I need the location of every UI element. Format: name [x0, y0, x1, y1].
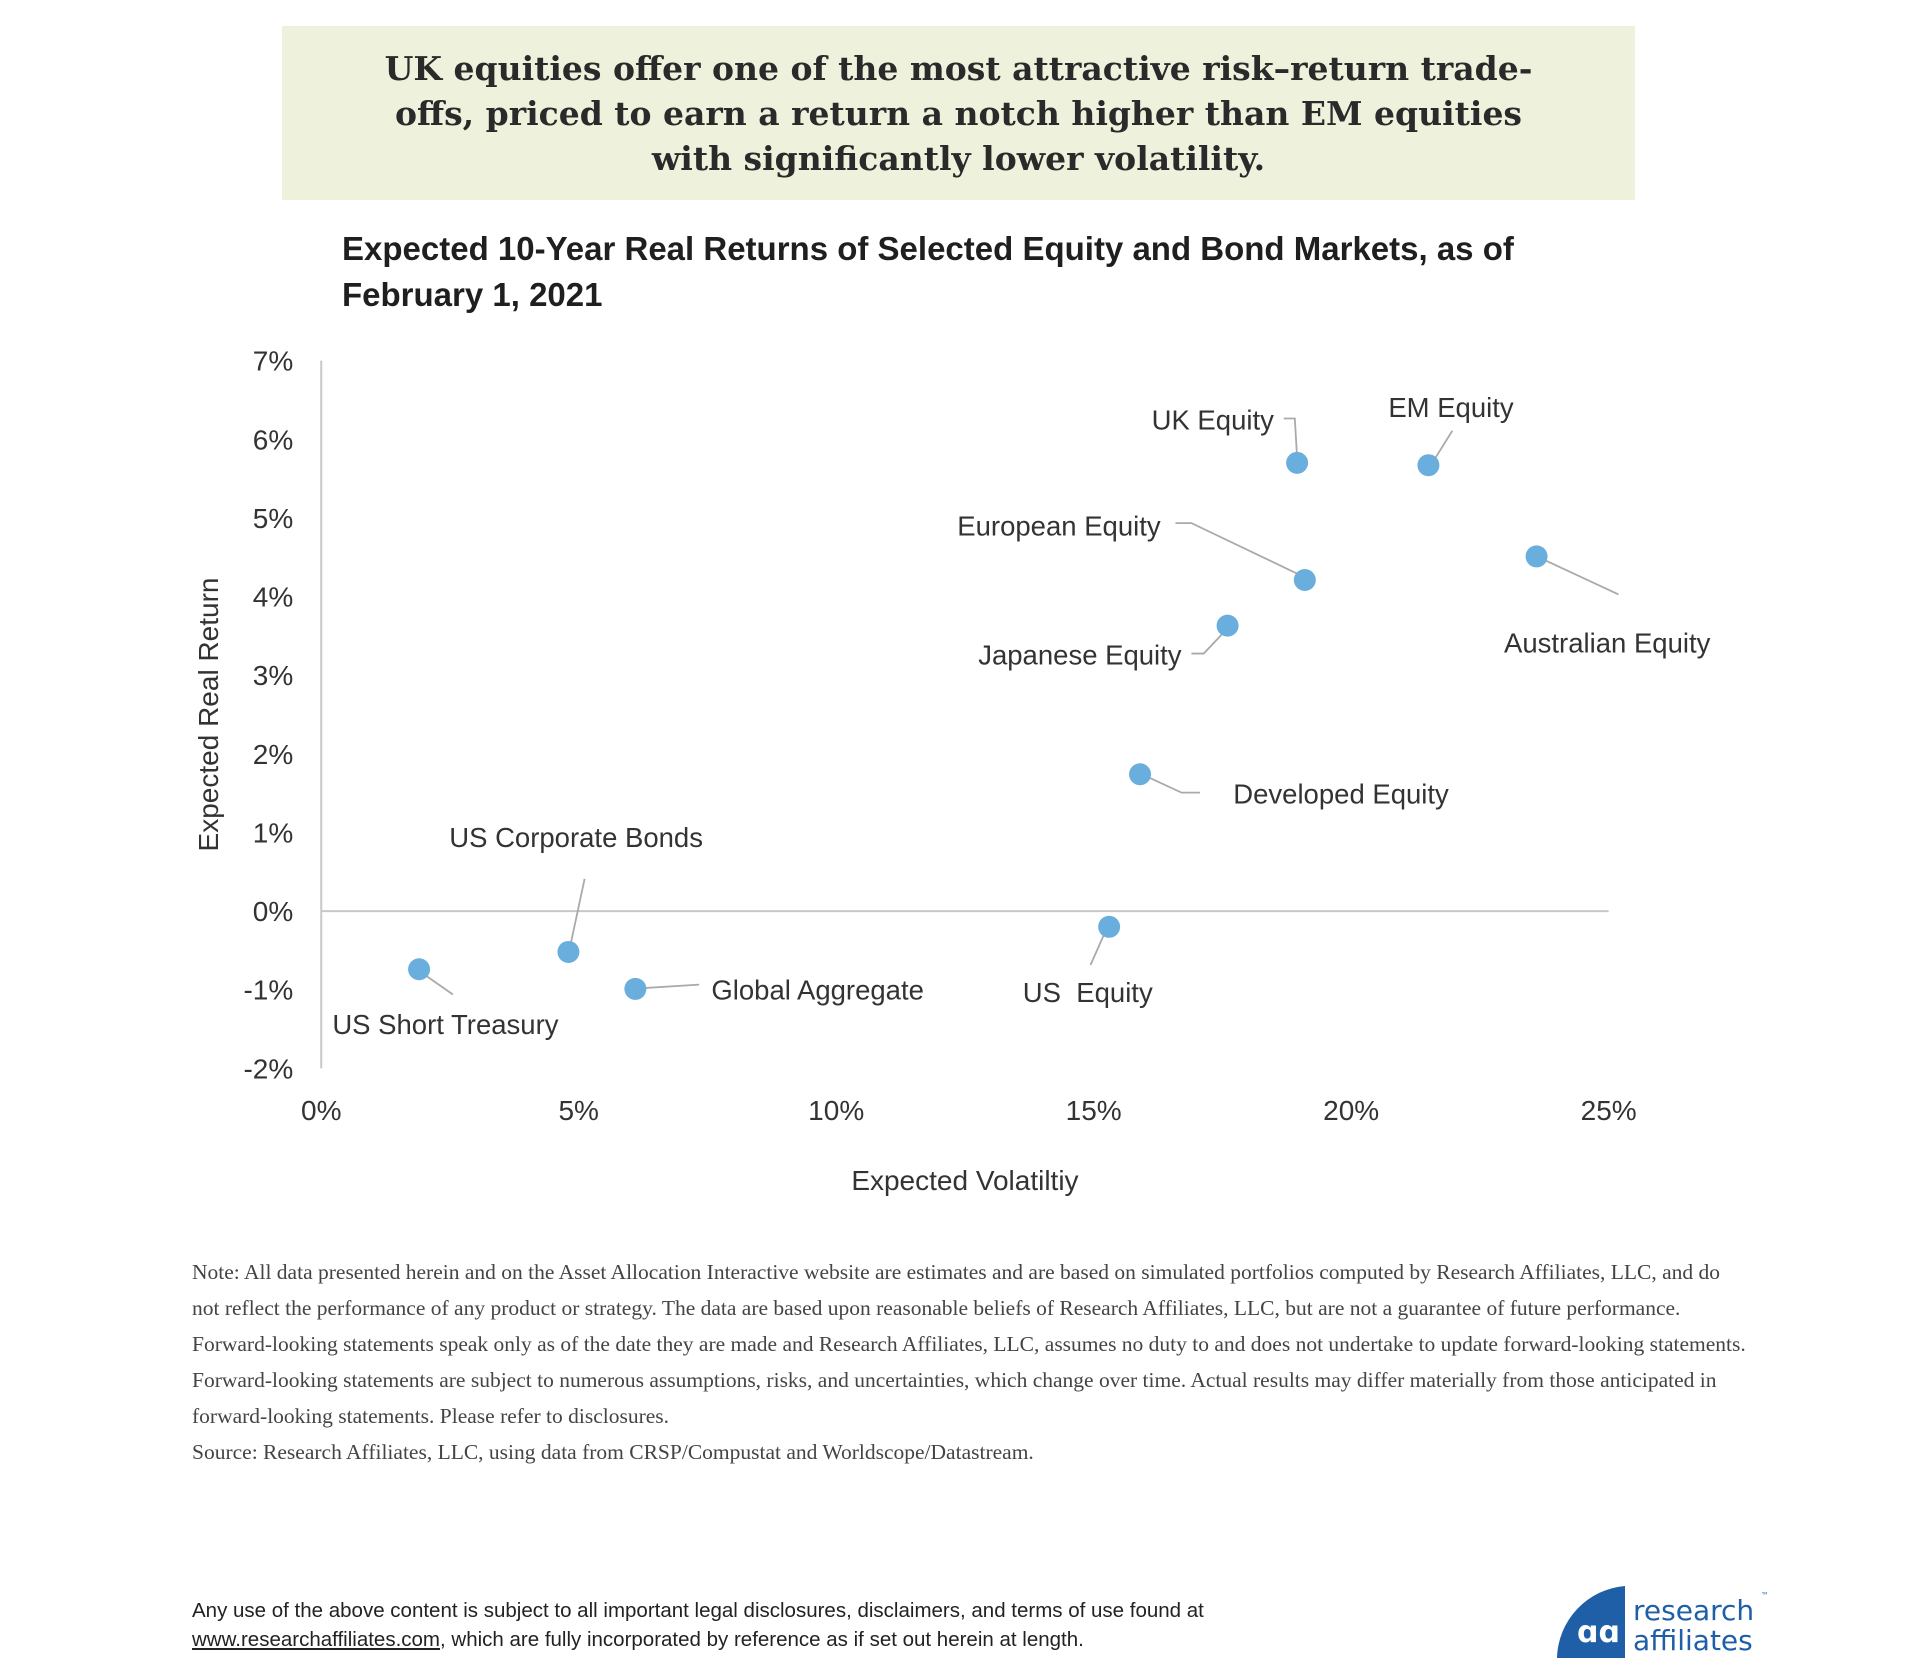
data-point	[408, 958, 431, 981]
leader-line	[1089, 931, 1107, 966]
point-label: US Equity	[1023, 977, 1153, 1008]
chart-title: Expected 10-Year Real Returns of Selecte…	[342, 230, 1514, 313]
svg-text:ɑɑ: ɑɑ	[1577, 1615, 1620, 1650]
data-point	[1286, 451, 1309, 474]
y-tick-label: -1%	[243, 975, 293, 1006]
data-point	[1216, 614, 1239, 637]
y-tick-label: 0%	[253, 896, 293, 927]
y-axis-label: Expected Real Return	[193, 578, 224, 852]
y-tick-label: 6%	[253, 424, 293, 455]
legal-line-1: Any use of the above content is subject …	[192, 1599, 1204, 1622]
footnote: Note: All data presented herein and on t…	[192, 1254, 1752, 1470]
logo-mark-icon	[1557, 1586, 1625, 1658]
leader-line	[1433, 430, 1454, 461]
data-point	[1525, 545, 1548, 568]
source-text: Source: Research Affiliates, LLC, using …	[192, 1440, 1034, 1464]
point-label: Australian Equity	[1504, 627, 1711, 658]
data-point	[624, 977, 647, 1000]
leader-line	[1283, 417, 1299, 461]
leader-line	[639, 983, 700, 990]
x-tick-label: 5%	[558, 1095, 598, 1126]
point-label: US Short Treasury	[332, 1009, 558, 1040]
leader-line	[568, 878, 586, 948]
point-label: Global Aggregate	[711, 974, 924, 1005]
point-label: EM Equity	[1388, 392, 1514, 423]
y-tick-label: 4%	[253, 582, 293, 613]
data-point	[1417, 454, 1440, 477]
note-text: Note: All data presented herein and on t…	[192, 1260, 1746, 1428]
point-label: European Equity	[957, 510, 1161, 541]
point-label: US Corporate Bonds	[449, 822, 703, 853]
point-label: UK Equity	[1152, 405, 1275, 436]
legal-line-2: , which are fully incorporated by refere…	[440, 1628, 1084, 1651]
y-tick-label: 2%	[253, 739, 293, 770]
y-tick-label: 7%	[253, 346, 293, 377]
x-tick-label: 20%	[1323, 1095, 1379, 1126]
y-tick-label: 5%	[253, 503, 293, 534]
x-axis-label: Expected Volatiltiy	[851, 1165, 1078, 1196]
leader-line	[1146, 775, 1201, 794]
x-tick-label: 15%	[1066, 1095, 1122, 1126]
data-point	[1098, 915, 1121, 938]
website-link[interactable]: www.researchaffiliates.com	[192, 1628, 440, 1651]
leader-line	[1191, 629, 1227, 655]
headline-text: UK equities offer one of the most attrac…	[384, 48, 1533, 178]
legal-disclaimer: Any use of the above content is subject …	[192, 1596, 1204, 1654]
headline-banner: UK equities offer one of the most attrac…	[282, 26, 1635, 200]
leader-line	[1175, 522, 1303, 577]
y-tick-label: -2%	[243, 1053, 293, 1084]
data-point	[1129, 763, 1152, 786]
data-point	[557, 940, 580, 963]
logo-tm: ™	[1761, 1591, 1769, 1600]
point-label: Japanese Equity	[978, 640, 1182, 671]
data-point	[1293, 569, 1316, 592]
y-tick-label: 3%	[253, 660, 293, 691]
logo-text-research: research	[1633, 1594, 1754, 1627]
logo-text-affiliates: affiliates	[1633, 1624, 1753, 1657]
x-tick-label: 0%	[301, 1095, 341, 1126]
point-label: Developed Equity	[1233, 779, 1449, 810]
leader-line	[1544, 559, 1619, 596]
research-affiliates-logo: ɑɑ research affiliates ™	[1557, 1586, 1769, 1658]
x-tick-label: 10%	[808, 1095, 864, 1126]
x-tick-label: 25%	[1581, 1095, 1637, 1126]
y-tick-label: 1%	[253, 817, 293, 848]
leader-line	[424, 974, 454, 996]
